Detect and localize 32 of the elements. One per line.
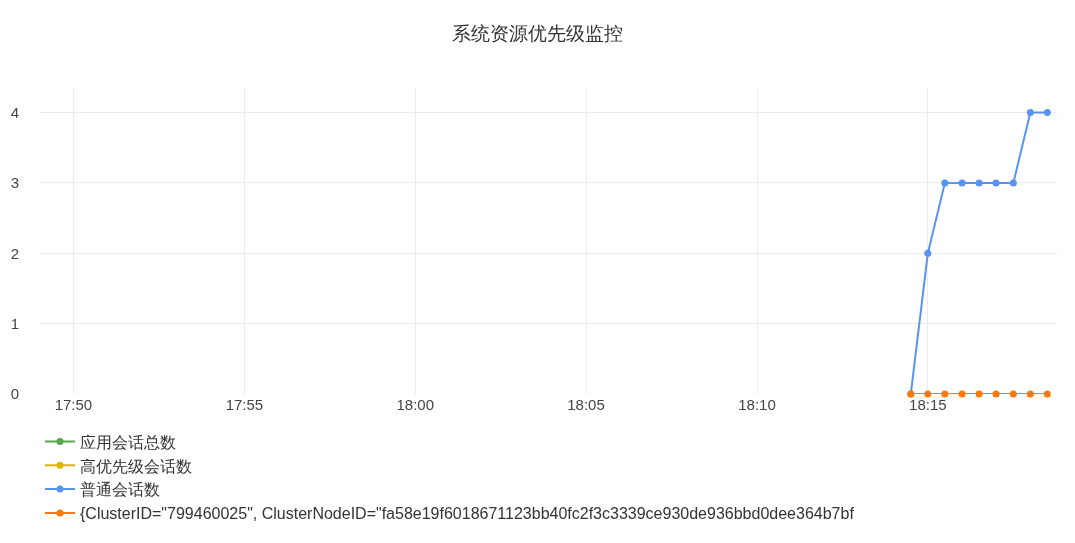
y-tick-label: 3 <box>10 174 19 192</box>
point <box>1026 390 1034 398</box>
x-tick-label: 18:00 <box>396 396 434 413</box>
point <box>1043 390 1051 398</box>
point <box>1026 109 1034 117</box>
point <box>924 390 932 398</box>
point <box>1009 179 1017 187</box>
point <box>1043 109 1051 117</box>
y-tick-label: 2 <box>10 244 19 262</box>
point <box>958 179 966 187</box>
legend-label: 高优先级会话数 <box>80 457 192 475</box>
point <box>1009 390 1017 398</box>
point <box>992 179 1000 187</box>
x-tick-label: 18:10 <box>738 396 776 413</box>
legend-label: {ClusterID="799460025", ClusterNodeID="fa58e19f6018671123bb40fc2f3c3339ce930de936bbd0dee364b7bf <box>80 505 855 523</box>
point <box>975 390 983 398</box>
x-tick-label: 18:05 <box>567 396 605 413</box>
x-tick-label: 17:50 <box>54 396 93 413</box>
point <box>958 390 966 398</box>
x-tick-label: 17:55 <box>225 396 264 413</box>
point <box>992 390 1000 398</box>
y-tick-label: 1 <box>10 314 19 332</box>
y-tick-label: 4 <box>10 103 19 121</box>
legend-label: 普通会话数 <box>80 481 160 499</box>
chart-title: 系统资源优先级监控 <box>452 23 623 45</box>
point <box>941 179 949 187</box>
legend-label: 应用会话总数 <box>80 433 176 451</box>
x-tick-label: 18:15 <box>909 396 947 413</box>
point <box>924 249 932 257</box>
point <box>975 179 983 187</box>
y-tick-label: 0 <box>10 385 19 403</box>
point <box>941 390 949 398</box>
